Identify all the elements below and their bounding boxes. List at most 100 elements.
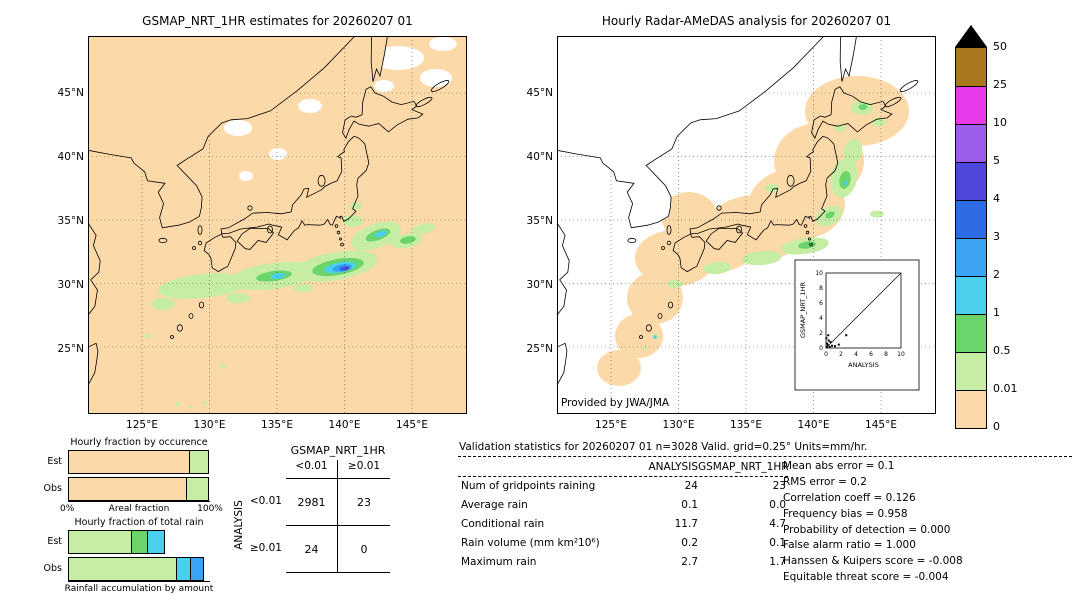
colorbar-segment bbox=[956, 276, 986, 314]
volume-obs-bar bbox=[68, 557, 210, 581]
score-line: Equitable threat score = -0.004 bbox=[783, 571, 949, 584]
map-analysis: 0 2 4 6 8 10 0 2 4 6 8 10 ANALYSIS GSMAP… bbox=[557, 36, 936, 414]
bar-segment bbox=[130, 530, 148, 554]
colorbar-tick-label: 10 bbox=[993, 116, 1007, 129]
bar-segment bbox=[146, 530, 166, 554]
contingency-cell: 0 bbox=[338, 526, 390, 573]
colorbar-tick-label: 2 bbox=[993, 268, 1000, 281]
stats-header: Validation statistics for 20260207 01 n=… bbox=[459, 441, 868, 453]
contingency-row-label: ≥0.01 bbox=[249, 542, 282, 554]
lat-tick-label: 25°N bbox=[57, 343, 84, 355]
occurrence-x-label: Areal fraction bbox=[108, 504, 170, 514]
lon-tick-label: 130°E bbox=[662, 419, 695, 431]
score-line: Probability of detection = 0.000 bbox=[783, 523, 951, 536]
volume-est-bar bbox=[68, 530, 210, 554]
occurrence-obs-bar bbox=[68, 477, 210, 501]
lat-tick-label: 40°N bbox=[57, 151, 84, 163]
stats-row: Maximum rain 2.7 1.7 bbox=[461, 555, 786, 568]
contingency-row-label: <0.01 bbox=[249, 495, 282, 507]
stats-divider bbox=[458, 456, 1072, 457]
inset-x-tick: 10 bbox=[897, 351, 905, 358]
colorbar-tick-label: 5 bbox=[993, 154, 1000, 167]
score-line: RMS error = 0.2 bbox=[783, 475, 867, 488]
contingency-row-axis-label: ANALYSIS bbox=[233, 500, 245, 550]
occurrence-x-min: 0% bbox=[60, 504, 75, 514]
inset-y-tick: 6 bbox=[819, 300, 823, 307]
inset-x-tick: 0 bbox=[824, 351, 828, 358]
occurrence-obs-label: Obs bbox=[43, 483, 62, 494]
lon-tick-label: 140°E bbox=[328, 419, 361, 431]
occurrence-est-label: Est bbox=[47, 456, 62, 467]
inset-y-tick: 8 bbox=[819, 285, 823, 292]
lon-tick-label: 140°E bbox=[797, 419, 830, 431]
colorbar-tick-label: 1 bbox=[993, 306, 1000, 319]
stats-divider bbox=[458, 476, 788, 477]
colorbar-segment bbox=[956, 48, 986, 86]
score-line: Frequency bias = 0.958 bbox=[783, 507, 908, 520]
volume-obs-label: Obs bbox=[43, 563, 62, 574]
bar-segment bbox=[189, 450, 209, 474]
bar-segment bbox=[68, 450, 191, 474]
occurrence-est-bar bbox=[68, 450, 210, 474]
colorbar-segment bbox=[956, 238, 986, 276]
colorbar-segment bbox=[956, 86, 986, 124]
lon-tick-label: 130°E bbox=[193, 419, 226, 431]
contingency-cell: 2981 bbox=[286, 479, 338, 526]
score-line: Correlation coeff = 0.126 bbox=[783, 491, 916, 504]
colorbar-segment bbox=[956, 124, 986, 162]
lat-tick-label: 35°N bbox=[526, 215, 553, 227]
bar-segment bbox=[68, 477, 188, 501]
volume-x-label: Rainfall accumulation by amount bbox=[64, 584, 214, 594]
contingency-col-label: ≥0.01 bbox=[347, 460, 381, 472]
left-map-frame bbox=[88, 36, 467, 414]
score-line: Mean abs error = 0.1 bbox=[783, 460, 895, 472]
colorbar-tick-label: 50 bbox=[993, 40, 1007, 53]
bar-segment bbox=[176, 557, 191, 581]
colorbar-segment bbox=[956, 314, 986, 352]
lat-tick-label: 35°N bbox=[57, 215, 84, 227]
lat-tick-label: 25°N bbox=[526, 343, 553, 355]
colorbar-tick-label: 3 bbox=[993, 230, 1000, 243]
colorbar-tick-label: 0.01 bbox=[993, 382, 1018, 395]
score-line: Hanssen & Kuipers score = -0.008 bbox=[783, 555, 963, 568]
stats-rows: Num of gridpoints raining 24 23 Average rai… bbox=[458, 477, 788, 571]
colorbar-tick-label: 4 bbox=[993, 192, 1000, 205]
lon-tick-label: 145°E bbox=[865, 419, 897, 431]
right-map-frame bbox=[557, 36, 936, 414]
stats-row: Rain volume (mm km²10⁶) 0.2 0.1 bbox=[461, 536, 786, 549]
volume-est-label: Est bbox=[47, 536, 62, 547]
left-map-precipitation bbox=[145, 202, 435, 409]
lat-tick-label: 45°N bbox=[57, 87, 84, 99]
inset-scatter-points bbox=[825, 334, 848, 349]
contingency-title: GSMAP_NRT_1HR bbox=[290, 444, 386, 457]
lat-tick-label: 40°N bbox=[526, 151, 553, 163]
colorbar-segment bbox=[956, 162, 986, 200]
lon-tick-label: 125°E bbox=[595, 419, 627, 431]
occurrence-chart-title: Hourly fraction by occurence bbox=[70, 437, 208, 448]
colorbar-labels: 50 25 10 5 4 3 2 1 0.5 0.01 0 bbox=[993, 40, 1037, 433]
bar-segment bbox=[68, 530, 132, 554]
inset-y-tick: 10 bbox=[815, 270, 823, 277]
left-map-title: GSMAP_NRT_1HR estimates for 20260207 01 bbox=[142, 14, 413, 28]
inset-x-tick: 4 bbox=[854, 351, 858, 358]
colorbar-segment bbox=[956, 390, 986, 428]
stats-row: Conditional rain 11.7 4.7 bbox=[461, 517, 786, 530]
contingency-cell: 24 bbox=[286, 526, 338, 573]
inset-x-tick: 8 bbox=[884, 351, 888, 358]
inset-scatter: 0 2 4 6 8 10 0 2 4 6 8 10 ANALYSIS GSMAP… bbox=[794, 259, 920, 391]
lon-tick-label: 125°E bbox=[126, 419, 158, 431]
lat-tick-label: 30°N bbox=[57, 279, 84, 291]
colorbar-segment bbox=[956, 200, 986, 238]
inset-x-tick: 6 bbox=[869, 351, 873, 358]
stats-col-analysis: ANALYSIS bbox=[648, 461, 698, 473]
colorbar-tick-label: 0.5 bbox=[993, 344, 1011, 357]
data-credit: Provided by JWA/JMA bbox=[561, 397, 670, 409]
bar-segment bbox=[68, 557, 178, 581]
colorbar-tick-label: 25 bbox=[993, 78, 1007, 91]
inset-x-tick: 2 bbox=[839, 351, 843, 358]
stats-row: Average rain 0.1 0.0 bbox=[461, 499, 786, 512]
inset-y-tick: 0 bbox=[819, 345, 823, 352]
inset-y-tick: 4 bbox=[819, 315, 823, 322]
colorbar-overflow-triangle bbox=[955, 25, 987, 47]
